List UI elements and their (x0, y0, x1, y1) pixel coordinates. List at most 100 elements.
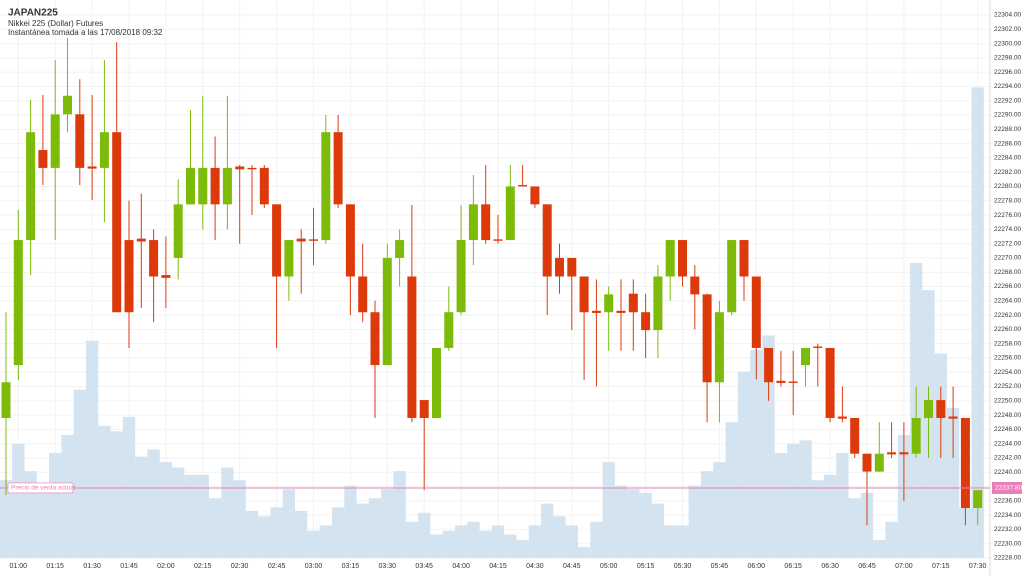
volume-bar (959, 507, 972, 558)
y-tick-label: 22284.00 (994, 155, 1021, 162)
volume-bar (122, 416, 136, 558)
candle-body (837, 416, 847, 419)
candle-body (948, 416, 958, 419)
candle-body (714, 312, 724, 383)
x-tick-label: 05:00 (600, 563, 618, 570)
volume-bar (774, 453, 788, 558)
candle-body (333, 132, 343, 205)
x-tick-label: 03:00 (305, 563, 323, 570)
candle-body (936, 400, 946, 418)
volume-bar (639, 492, 652, 558)
volume-bar (418, 512, 431, 558)
candle-body (235, 166, 245, 170)
x-tick-label: 05:45 (711, 563, 729, 570)
x-tick-label: 05:15 (637, 563, 655, 570)
candle-body (173, 204, 183, 258)
x-tick-label: 06:45 (858, 563, 876, 570)
y-tick-label: 22252.00 (994, 383, 1021, 390)
candle-body (419, 400, 429, 418)
candle-body (382, 257, 392, 366)
candle-body (259, 167, 269, 205)
volume-bar (737, 371, 751, 558)
candle-body (149, 240, 159, 277)
y-tick-label: 22296.00 (994, 69, 1021, 76)
candle-body (358, 276, 368, 313)
candle-body (924, 400, 933, 418)
volume-bar (208, 498, 222, 558)
volume-bar (85, 340, 99, 558)
volume-bar (811, 480, 824, 558)
volume-bar (393, 471, 406, 558)
volume-bar (135, 456, 148, 558)
volume-bar (258, 516, 271, 558)
volume-bar (49, 453, 62, 558)
candle-body (468, 204, 478, 241)
candle-body (678, 240, 687, 277)
price-label-box (7, 482, 74, 494)
volume-bar (73, 389, 86, 558)
x-tick-label: 04:45 (563, 563, 581, 570)
y-tick-label: 22270.00 (994, 255, 1021, 262)
candle-body (210, 167, 220, 205)
y-tick-label: 22280.00 (994, 183, 1021, 190)
candle-body (321, 132, 331, 241)
volume-bar (602, 462, 615, 558)
candle-body (973, 490, 983, 508)
candle-body (604, 294, 614, 313)
volume-bar (344, 485, 357, 558)
volume-bar (270, 507, 283, 558)
x-tick-label: 07:15 (932, 563, 950, 570)
volume-bar (528, 525, 542, 558)
candle-body (87, 166, 97, 169)
volume-bar (541, 503, 554, 558)
volume-bar (442, 530, 455, 558)
y-tick-label: 22272.00 (994, 240, 1021, 247)
candle-body (776, 380, 786, 383)
volume-bar (110, 431, 123, 558)
volume-bar (295, 510, 308, 558)
x-tick-label: 02:45 (268, 563, 286, 570)
volume-bar (184, 474, 197, 558)
candle-body (161, 275, 171, 278)
x-tick-label: 02:00 (157, 563, 175, 570)
volume-bar (319, 525, 332, 558)
candle-body (432, 347, 441, 418)
y-tick-label: 22288.00 (994, 126, 1021, 133)
candle-body (38, 150, 48, 168)
volume-bar (356, 503, 369, 558)
volume-bar (172, 467, 185, 558)
y-tick-label: 22266.00 (994, 283, 1021, 290)
y-tick-label: 22250.00 (994, 398, 1021, 405)
candle-body (186, 167, 195, 205)
candle-body (616, 310, 626, 313)
candle-body (530, 186, 540, 205)
volume-bar (516, 539, 529, 558)
y-tick-label: 22286.00 (994, 140, 1021, 147)
candle-body (444, 312, 454, 348)
x-tick-label: 07:00 (895, 563, 913, 570)
y-tick-label: 22300.00 (994, 40, 1021, 47)
y-tick-label: 22282.00 (994, 169, 1021, 176)
candle-body (518, 185, 528, 187)
candle-body (407, 276, 417, 418)
candle-body (825, 347, 835, 418)
volume-bar (0, 480, 13, 558)
y-tick-label: 22304.00 (994, 12, 1021, 19)
x-tick-label: 03:15 (342, 563, 360, 570)
volume-bar (848, 498, 861, 558)
y-tick-label: 22232.00 (994, 526, 1021, 533)
y-tick-label: 22302.00 (994, 26, 1021, 33)
volume-bar (307, 530, 320, 558)
candle-body (801, 347, 810, 366)
x-tick-label: 01:45 (120, 563, 138, 570)
x-tick-label: 04:30 (526, 563, 544, 570)
candle-body (63, 95, 72, 115)
candle-body (99, 132, 109, 168)
x-tick-label: 02:15 (194, 563, 212, 570)
candle-body (702, 294, 712, 383)
candle-body (653, 276, 663, 331)
candle-body (665, 240, 675, 277)
x-tick-label: 01:15 (46, 563, 64, 570)
volume-bar (860, 492, 874, 558)
y-tick-label: 22246.00 (994, 426, 1021, 433)
